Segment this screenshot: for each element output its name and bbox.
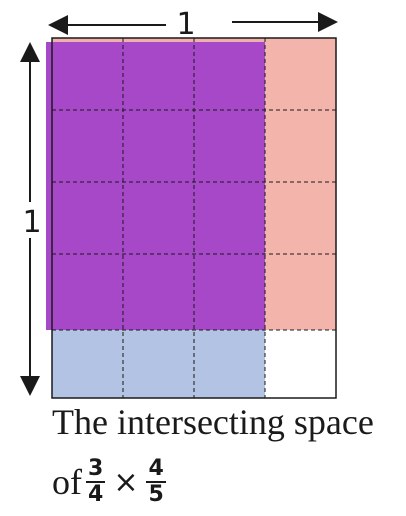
fraction-denominator: 4 [88,482,104,507]
caption-line-2: of 3 4 × 4 5 [52,450,170,514]
left-dimension-label: 1 [22,205,41,240]
fraction-numerator: 3 [86,456,106,483]
caption-prefix: of [52,462,82,502]
fraction-four-fifths: 4 5 [146,456,166,507]
top-dimension-label: 1 [176,7,195,42]
fraction-three-quarters: 3 4 [86,456,106,507]
fraction-numerator: 4 [146,456,166,483]
fraction-denominator: 5 [148,482,164,507]
caption-line-1: The intersecting space [52,402,374,442]
multiply-sign: × [113,464,139,500]
intersection-region [46,42,265,330]
